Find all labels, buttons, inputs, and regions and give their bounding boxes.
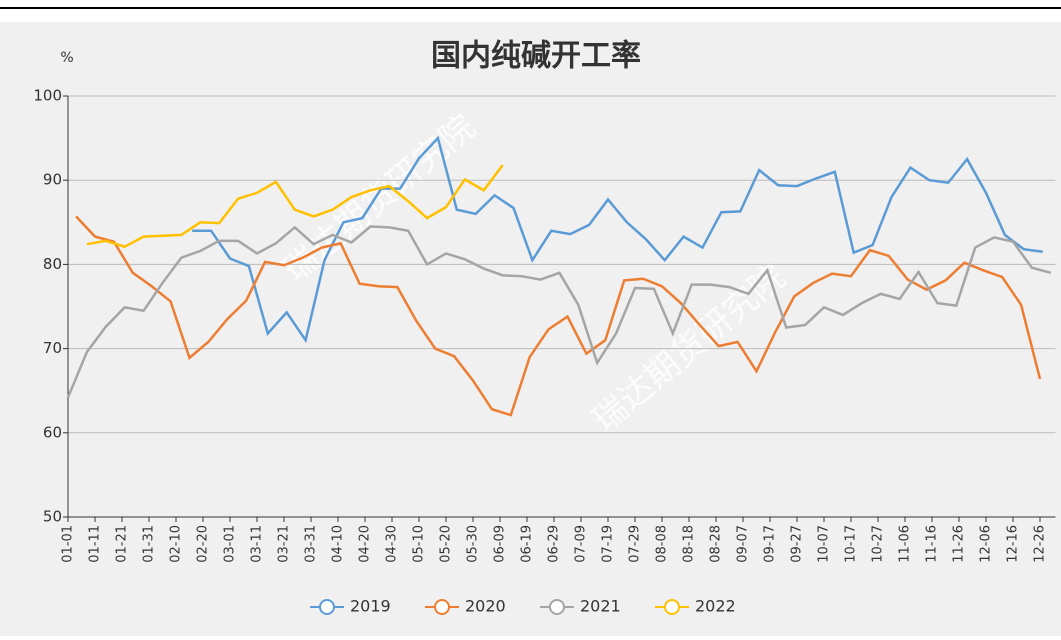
series-line — [192, 135, 1043, 344]
x-tick-label: 07-29 — [628, 525, 643, 563]
x-tick-label: 11-06 — [898, 525, 913, 563]
x-tick-label: 09-17 — [763, 525, 778, 563]
series-line — [86, 164, 504, 249]
x-tick-label: 01-01 — [61, 525, 76, 563]
series-line — [75, 215, 1042, 417]
x-tick-label: 10-07 — [817, 525, 832, 563]
background — [0, 22, 1061, 636]
x-tick-label: 04-20 — [358, 525, 373, 563]
y-tick-label: 100 — [33, 87, 62, 105]
legend-label: 2020 — [465, 597, 506, 616]
x-tick-label: 10-27 — [871, 525, 886, 563]
x-tick-label: 06-29 — [547, 525, 562, 563]
y-tick-label: 60 — [43, 423, 62, 441]
legend-marker — [434, 599, 450, 615]
y-tick-label: 90 — [43, 171, 62, 189]
x-tick-label: 08-18 — [682, 525, 697, 563]
x-tick-label: 04-10 — [331, 525, 346, 563]
x-tick-label: 03-31 — [304, 525, 319, 563]
legend-marker — [664, 599, 680, 615]
x-tick-label: 09-27 — [790, 525, 805, 563]
series-line — [66, 225, 1052, 398]
x-tick-label: 01-11 — [88, 525, 103, 563]
x-tick-label: 12-06 — [979, 525, 994, 563]
x-tick-label: 11-16 — [925, 525, 940, 563]
x-tick-label: 03-01 — [223, 525, 238, 563]
x-tick-label: 05-20 — [439, 525, 454, 563]
y-tick-label: 70 — [43, 339, 62, 357]
chart-title: 国内纯碱开工率 — [431, 39, 641, 74]
y-tick-label: 80 — [43, 255, 62, 273]
legend-label: 2022 — [695, 597, 736, 616]
x-tick-label: 03-21 — [277, 525, 292, 563]
x-tick-label: 01-31 — [142, 525, 157, 563]
x-tick-label: 01-21 — [115, 525, 130, 563]
x-tick-label: 02-20 — [196, 525, 211, 563]
x-tick-label: 11-26 — [952, 525, 967, 563]
x-tick-label: 02-10 — [169, 525, 184, 563]
x-tick-label: 04-30 — [385, 525, 400, 563]
x-tick-label: 06-09 — [493, 525, 508, 563]
legend-label: 2019 — [350, 597, 391, 616]
legend-marker — [319, 599, 335, 615]
x-tick-label: 09-07 — [736, 525, 751, 563]
x-tick-label: 12-16 — [1006, 525, 1021, 563]
legend-label: 2021 — [580, 597, 621, 616]
legend-marker — [549, 599, 565, 615]
x-tick-label: 08-08 — [655, 525, 670, 563]
y-tick-label: 50 — [43, 508, 62, 526]
x-tick-label: 12-26 — [1033, 525, 1048, 563]
y-axis-label: % — [60, 50, 73, 66]
x-tick-label: 05-30 — [466, 525, 481, 563]
x-tick-label: 06-19 — [520, 525, 535, 563]
x-tick-label: 07-19 — [601, 525, 616, 563]
x-tick-label: 05-10 — [412, 525, 427, 563]
x-tick-label: 08-28 — [709, 525, 724, 563]
x-tick-label: 10-17 — [844, 525, 859, 563]
x-tick-label: 03-11 — [250, 525, 265, 563]
x-tick-label: 07-09 — [574, 525, 589, 563]
